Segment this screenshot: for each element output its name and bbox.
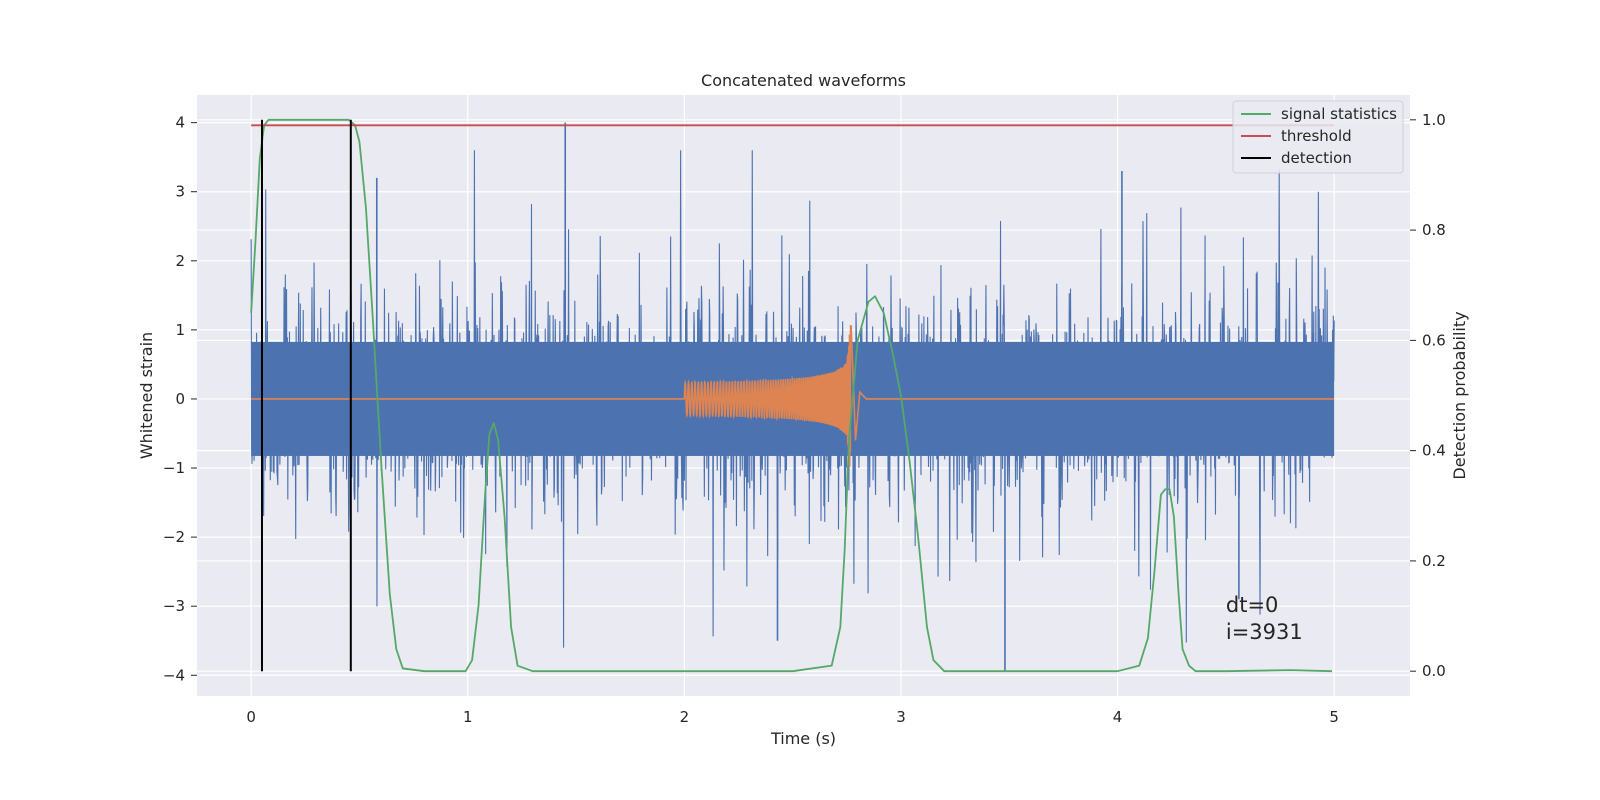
y-tick-label: 1 <box>175 321 185 339</box>
y-tick-label: 0 <box>175 390 185 408</box>
legend: signal statistics threshold detection <box>1232 100 1404 174</box>
y-tick-label: −4 <box>163 666 185 684</box>
y2-tick-label: 1.0 <box>1422 111 1446 129</box>
x-tick-label: 4 <box>1113 708 1123 726</box>
y2-tick-label: 0.8 <box>1422 221 1446 239</box>
y2-tick-label: 0.0 <box>1422 662 1446 680</box>
y-axis-label: Whitened strain <box>137 332 156 459</box>
x-tick-label: 3 <box>896 708 906 726</box>
y2-axis-label: Detection probability <box>1450 311 1469 479</box>
x-axis-label: Time (s) <box>770 729 836 748</box>
chart-title: Concatenated waveforms <box>701 71 906 90</box>
x-tick-label: 0 <box>246 708 256 726</box>
axes: 0 1 2 3 4 5 −4 −3 −2 −1 0 1 2 3 4 0.0 0.2 0.4 0.6 0.8 1.0 <box>163 111 1446 726</box>
x-tick-label: 2 <box>680 708 690 726</box>
y-tick-label: −1 <box>163 459 185 477</box>
annotation-dt: dt=0 <box>1226 593 1279 617</box>
legend-box <box>1232 100 1404 174</box>
y-tick-label: 2 <box>175 252 185 270</box>
signal-statistics-line <box>250 118 1333 673</box>
legend-label-threshold: threshold <box>1281 127 1352 145</box>
y2-tick-label: 0.6 <box>1422 331 1446 349</box>
x-tick-label: 5 <box>1329 708 1339 726</box>
injected-signal-series <box>251 325 1335 467</box>
y2-tick-label: 0.2 <box>1422 552 1446 570</box>
plot-area <box>250 118 1335 673</box>
y-tick-label: −2 <box>163 528 185 546</box>
y-tick-label: −3 <box>163 597 185 615</box>
y-tick-label: 3 <box>175 183 185 201</box>
legend-label-signal-statistics: signal statistics <box>1281 105 1397 123</box>
y2-tick-label: 0.4 <box>1422 442 1446 460</box>
legend-label-detection: detection <box>1281 149 1352 167</box>
x-tick-label: 1 <box>463 708 473 726</box>
annotation-index: i=3931 <box>1226 620 1303 644</box>
y-tick-label: 4 <box>175 114 185 132</box>
